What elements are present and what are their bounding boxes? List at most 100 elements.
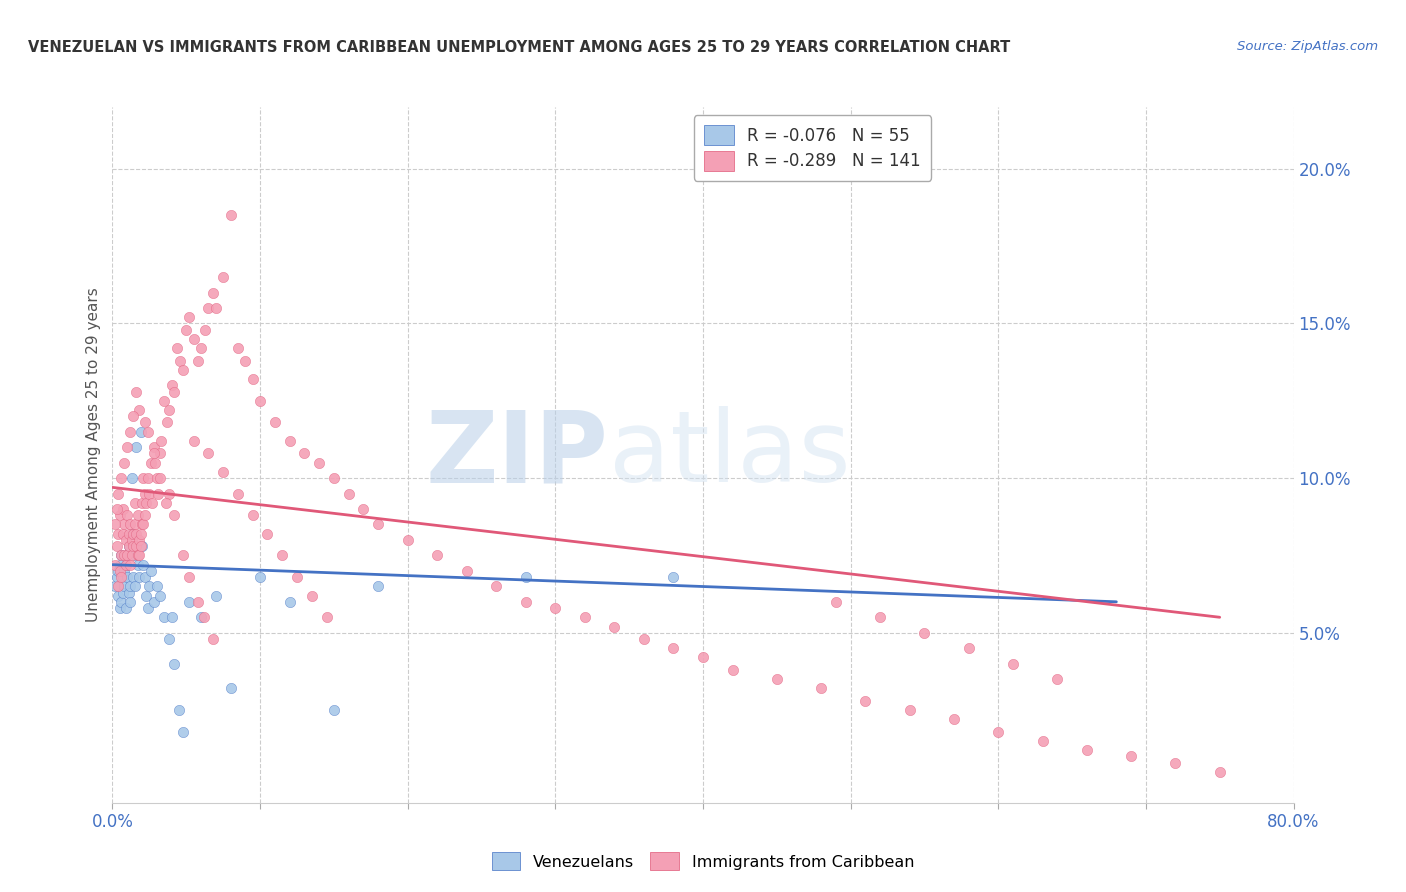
Point bbox=[179, 595, 201, 609]
Point bbox=[142, 446, 165, 460]
Legend: R = -0.076   N = 55, R = -0.289   N = 141: R = -0.076 N = 55, R = -0.289 N = 141 bbox=[695, 115, 931, 180]
Point bbox=[515, 570, 537, 584]
Point bbox=[127, 549, 149, 563]
Point bbox=[112, 564, 135, 578]
Point bbox=[105, 502, 128, 516]
Point bbox=[108, 508, 131, 523]
Point bbox=[172, 363, 194, 377]
Point bbox=[987, 724, 1010, 739]
Point bbox=[107, 589, 129, 603]
Point bbox=[278, 595, 301, 609]
Point bbox=[136, 425, 159, 439]
Point bbox=[1032, 734, 1054, 748]
Point bbox=[149, 589, 172, 603]
Point bbox=[308, 456, 330, 470]
Point bbox=[1119, 749, 1142, 764]
Point bbox=[120, 517, 142, 532]
Point bbox=[174, 323, 197, 337]
Point bbox=[128, 533, 150, 547]
Point bbox=[135, 589, 157, 603]
Point bbox=[485, 579, 508, 593]
Point bbox=[117, 549, 138, 563]
Point bbox=[139, 456, 162, 470]
Point bbox=[124, 579, 146, 593]
Point bbox=[179, 570, 201, 584]
Point bbox=[117, 508, 138, 523]
Point bbox=[285, 570, 308, 584]
Point bbox=[138, 486, 160, 500]
Point bbox=[163, 384, 186, 399]
Point bbox=[141, 496, 163, 510]
Point bbox=[172, 549, 194, 563]
Point bbox=[187, 353, 209, 368]
Point bbox=[1076, 743, 1098, 757]
Point bbox=[111, 570, 134, 584]
Point bbox=[271, 549, 294, 563]
Point bbox=[315, 610, 337, 624]
Point bbox=[264, 416, 287, 430]
Point bbox=[114, 558, 136, 572]
Point bbox=[869, 610, 891, 624]
Point bbox=[107, 564, 129, 578]
Point bbox=[114, 558, 136, 572]
Point bbox=[125, 526, 148, 541]
Point bbox=[129, 425, 152, 439]
Point bbox=[544, 601, 567, 615]
Text: VENEZUELAN VS IMMIGRANTS FROM CARIBBEAN UNEMPLOYMENT AMONG AGES 25 TO 29 YEARS C: VENEZUELAN VS IMMIGRANTS FROM CARIBBEAN … bbox=[28, 40, 1011, 55]
Point bbox=[128, 549, 150, 563]
Point bbox=[233, 353, 256, 368]
Point bbox=[426, 549, 449, 563]
Point bbox=[124, 549, 146, 563]
Point bbox=[155, 496, 177, 510]
Point bbox=[323, 471, 346, 485]
Point bbox=[692, 650, 714, 665]
Point bbox=[194, 323, 217, 337]
Point bbox=[574, 610, 596, 624]
Point bbox=[1208, 764, 1232, 779]
Point bbox=[143, 456, 166, 470]
Point bbox=[128, 570, 150, 584]
Point bbox=[150, 434, 173, 448]
Point bbox=[146, 471, 169, 485]
Point bbox=[142, 440, 165, 454]
Point bbox=[156, 416, 179, 430]
Point bbox=[127, 508, 149, 523]
Point bbox=[898, 703, 921, 717]
Point bbox=[124, 517, 146, 532]
Point bbox=[120, 425, 142, 439]
Point bbox=[136, 601, 159, 615]
Point bbox=[201, 632, 224, 646]
Y-axis label: Unemployment Among Ages 25 to 29 years: Unemployment Among Ages 25 to 29 years bbox=[86, 287, 101, 623]
Point bbox=[157, 632, 180, 646]
Text: Source: ZipAtlas.com: Source: ZipAtlas.com bbox=[1237, 40, 1378, 54]
Text: ZIP: ZIP bbox=[426, 407, 609, 503]
Point bbox=[104, 579, 127, 593]
Point bbox=[183, 434, 205, 448]
Point bbox=[367, 517, 389, 532]
Point bbox=[105, 539, 128, 553]
Point bbox=[278, 434, 301, 448]
Point bbox=[183, 332, 205, 346]
Point bbox=[249, 570, 271, 584]
Point bbox=[219, 208, 242, 222]
Point bbox=[197, 301, 219, 315]
Text: atlas: atlas bbox=[609, 407, 851, 503]
Point bbox=[212, 465, 235, 479]
Point bbox=[1164, 756, 1187, 770]
Point bbox=[122, 526, 145, 541]
Point bbox=[810, 681, 832, 696]
Point bbox=[242, 508, 264, 523]
Point bbox=[107, 486, 129, 500]
Point bbox=[122, 539, 145, 553]
Point bbox=[114, 601, 136, 615]
Point bbox=[118, 585, 141, 599]
Point bbox=[193, 610, 215, 624]
Point bbox=[201, 285, 224, 300]
Point bbox=[662, 641, 685, 656]
Point bbox=[131, 539, 153, 553]
Point bbox=[132, 558, 155, 572]
Point bbox=[1001, 657, 1024, 671]
Point bbox=[914, 625, 936, 640]
Point bbox=[111, 526, 134, 541]
Point bbox=[160, 610, 183, 624]
